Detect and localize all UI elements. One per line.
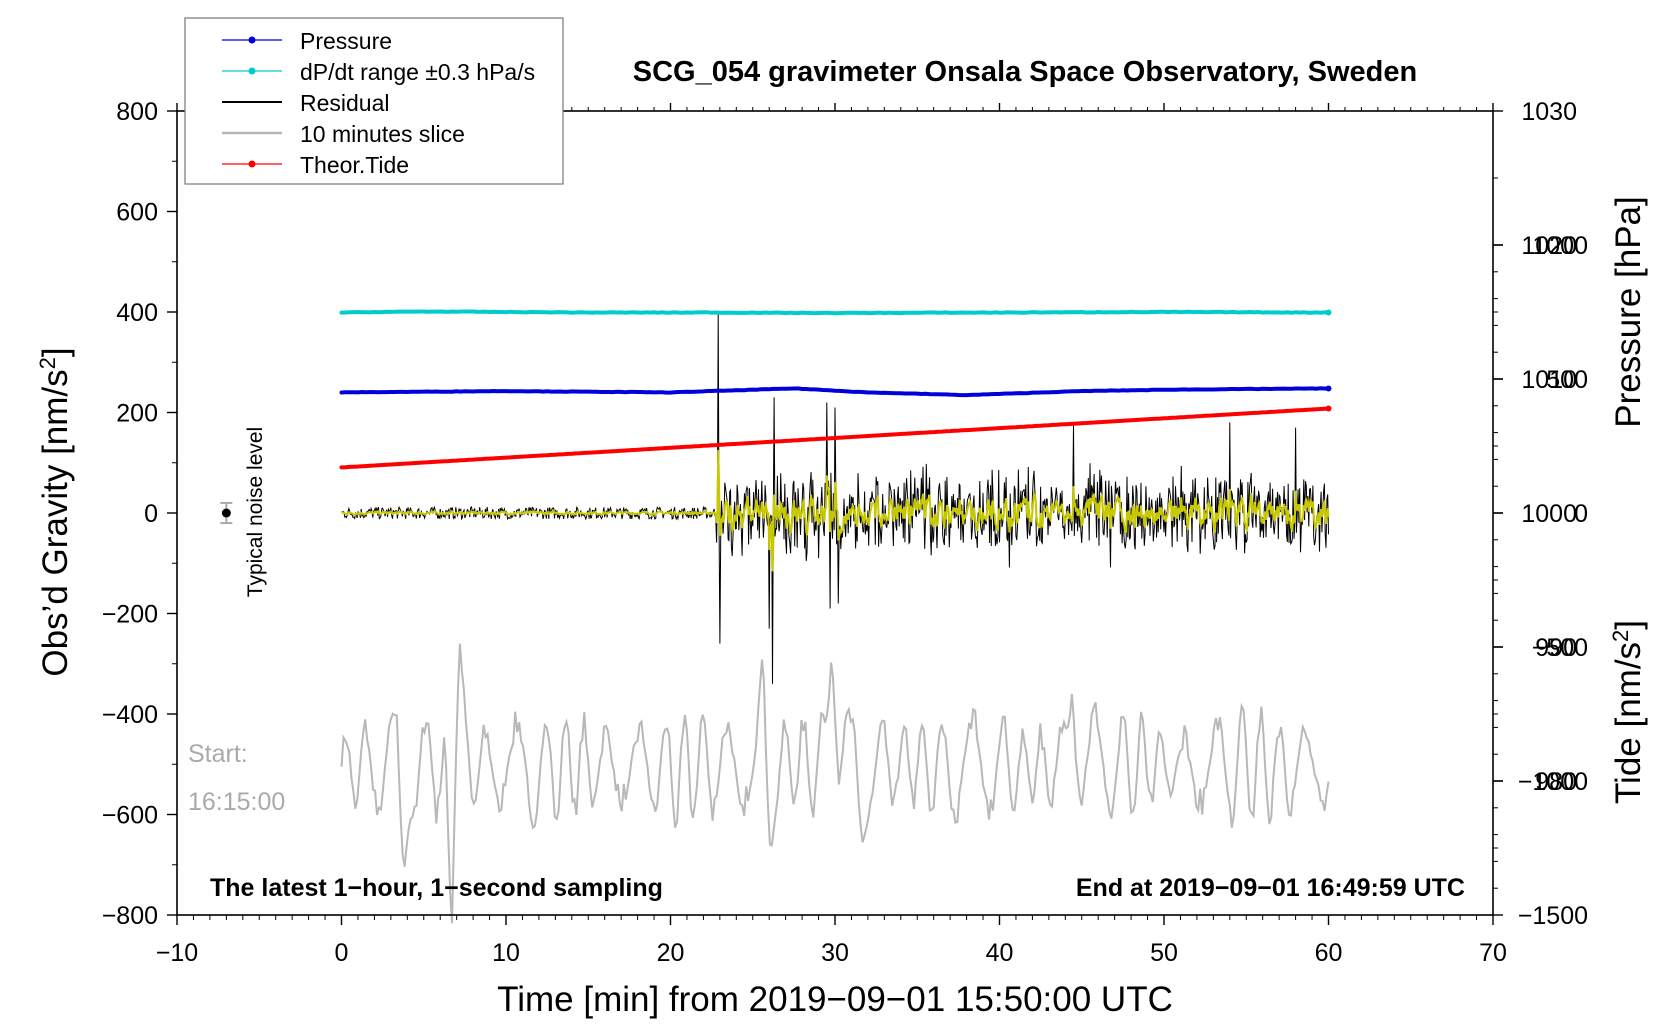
y-tide-tick-label: 500 <box>1546 366 1588 394</box>
legend-marker-dpdt <box>248 67 256 75</box>
y-tide-tick-label: 1000 <box>1532 232 1588 260</box>
legend-item-tide: Theor.Tide <box>222 152 409 178</box>
y-gravity-tick-label: −200 <box>102 601 158 629</box>
y-axis-label-gravity: Obs’d Gravity [nm/s2] <box>35 347 75 676</box>
y-gravity-tick-label: −600 <box>102 802 158 830</box>
start-label: Start: <box>188 740 248 768</box>
start-time: 16:15:00 <box>188 788 285 816</box>
bottom-left-annotation: The latest 1−hour, 1−second sampling <box>210 874 663 902</box>
y-pressure-tick-label: 980 <box>1535 768 1577 796</box>
x-tick-label: 70 <box>1479 939 1507 967</box>
x-tick-label: 10 <box>492 939 520 967</box>
x-tick-label: 20 <box>657 939 685 967</box>
x-tick-label: 50 <box>1150 939 1178 967</box>
legend: Pressure dP/dt range ±0.3 hPa/s Residual… <box>184 17 564 185</box>
series-10-minutes-slice <box>340 643 1330 924</box>
chart-title: SCG_054 gravimeter Onsala Space Observat… <box>633 56 1417 88</box>
series-pressure <box>339 386 1331 398</box>
series-dpdt <box>339 309 1331 316</box>
legend-label-pressure: Pressure <box>300 28 392 54</box>
y-gravity-tick-label: −400 <box>102 701 158 729</box>
legend-item-dpdt: dP/dt range ±0.3 hPa/s <box>222 59 535 85</box>
y-gravity-tick-label: 600 <box>116 199 158 227</box>
y-tide-tick-label: −500 <box>1532 634 1588 662</box>
legend-item-slice: 10 minutes slice <box>222 121 465 147</box>
series-layer <box>220 309 1332 924</box>
y-gravity-tick-label: 0 <box>144 500 158 528</box>
x-axis-label: Time [min] from 2019−09−01 15:50:00 UTC <box>497 980 1173 1019</box>
y-gravity-tick-label: 800 <box>116 98 158 126</box>
tick-layer: −10 0 10 20 30 40 50 60 70−800−600−400−200020040… <box>102 98 1588 967</box>
noise-level-label: Typical noise level <box>244 427 267 597</box>
legend-label-residual: Residual <box>300 90 390 116</box>
y-axis-label-tide: Tide [nm/s2] <box>1608 620 1648 804</box>
series-residual-filtered <box>341 449 1330 572</box>
legend-item-residual: Residual <box>222 90 390 116</box>
y-pressure-tick-label: 1010 <box>1521 366 1577 394</box>
series-pressure-end-marker <box>1325 385 1332 392</box>
legend-label-slice: 10 minutes slice <box>300 121 465 147</box>
series-residual <box>341 311 1329 684</box>
y-pressure-tick-label: 1020 <box>1521 232 1577 260</box>
y-tide-tick-label: −1500 <box>1518 902 1588 930</box>
y-axis-label-pressure: Pressure [hPa] <box>1609 196 1648 428</box>
series-theor-tide-end-marker <box>1325 405 1332 412</box>
y-pressure-tick-label: 990 <box>1535 634 1577 662</box>
x-tick-label: 0 <box>335 939 349 967</box>
x-tick-label: 30 <box>821 939 849 967</box>
legend-marker-tide <box>248 160 256 168</box>
y-tide-tick-label: 0 <box>1574 500 1588 528</box>
y-pressure-tick-label: 1000 <box>1521 500 1577 528</box>
y-gravity-tick-label: −800 <box>102 902 158 930</box>
legend-marker-pressure <box>248 36 256 44</box>
x-tick-label: 60 <box>1315 939 1343 967</box>
x-tick-label: −10 <box>156 939 198 967</box>
legend-label-tide: Theor.Tide <box>300 152 409 178</box>
legend-label-dpdt: dP/dt range ±0.3 hPa/s <box>300 59 535 85</box>
y-gravity-tick-label: 200 <box>116 400 158 428</box>
x-tick-label: 40 <box>986 939 1014 967</box>
bottom-right-annotation: End at 2019−09−01 16:49:59 UTC <box>1076 874 1465 902</box>
y-tide-tick-label: −1000 <box>1518 768 1588 796</box>
legend-item-pressure: Pressure <box>222 28 392 54</box>
series-dpdt-end-marker <box>1325 309 1332 316</box>
series-theor-tide <box>339 406 1331 470</box>
y-gravity-tick-label: 400 <box>116 299 158 327</box>
y-pressure-tick-label: 1030 <box>1521 98 1577 126</box>
noise-level-point <box>221 508 231 518</box>
